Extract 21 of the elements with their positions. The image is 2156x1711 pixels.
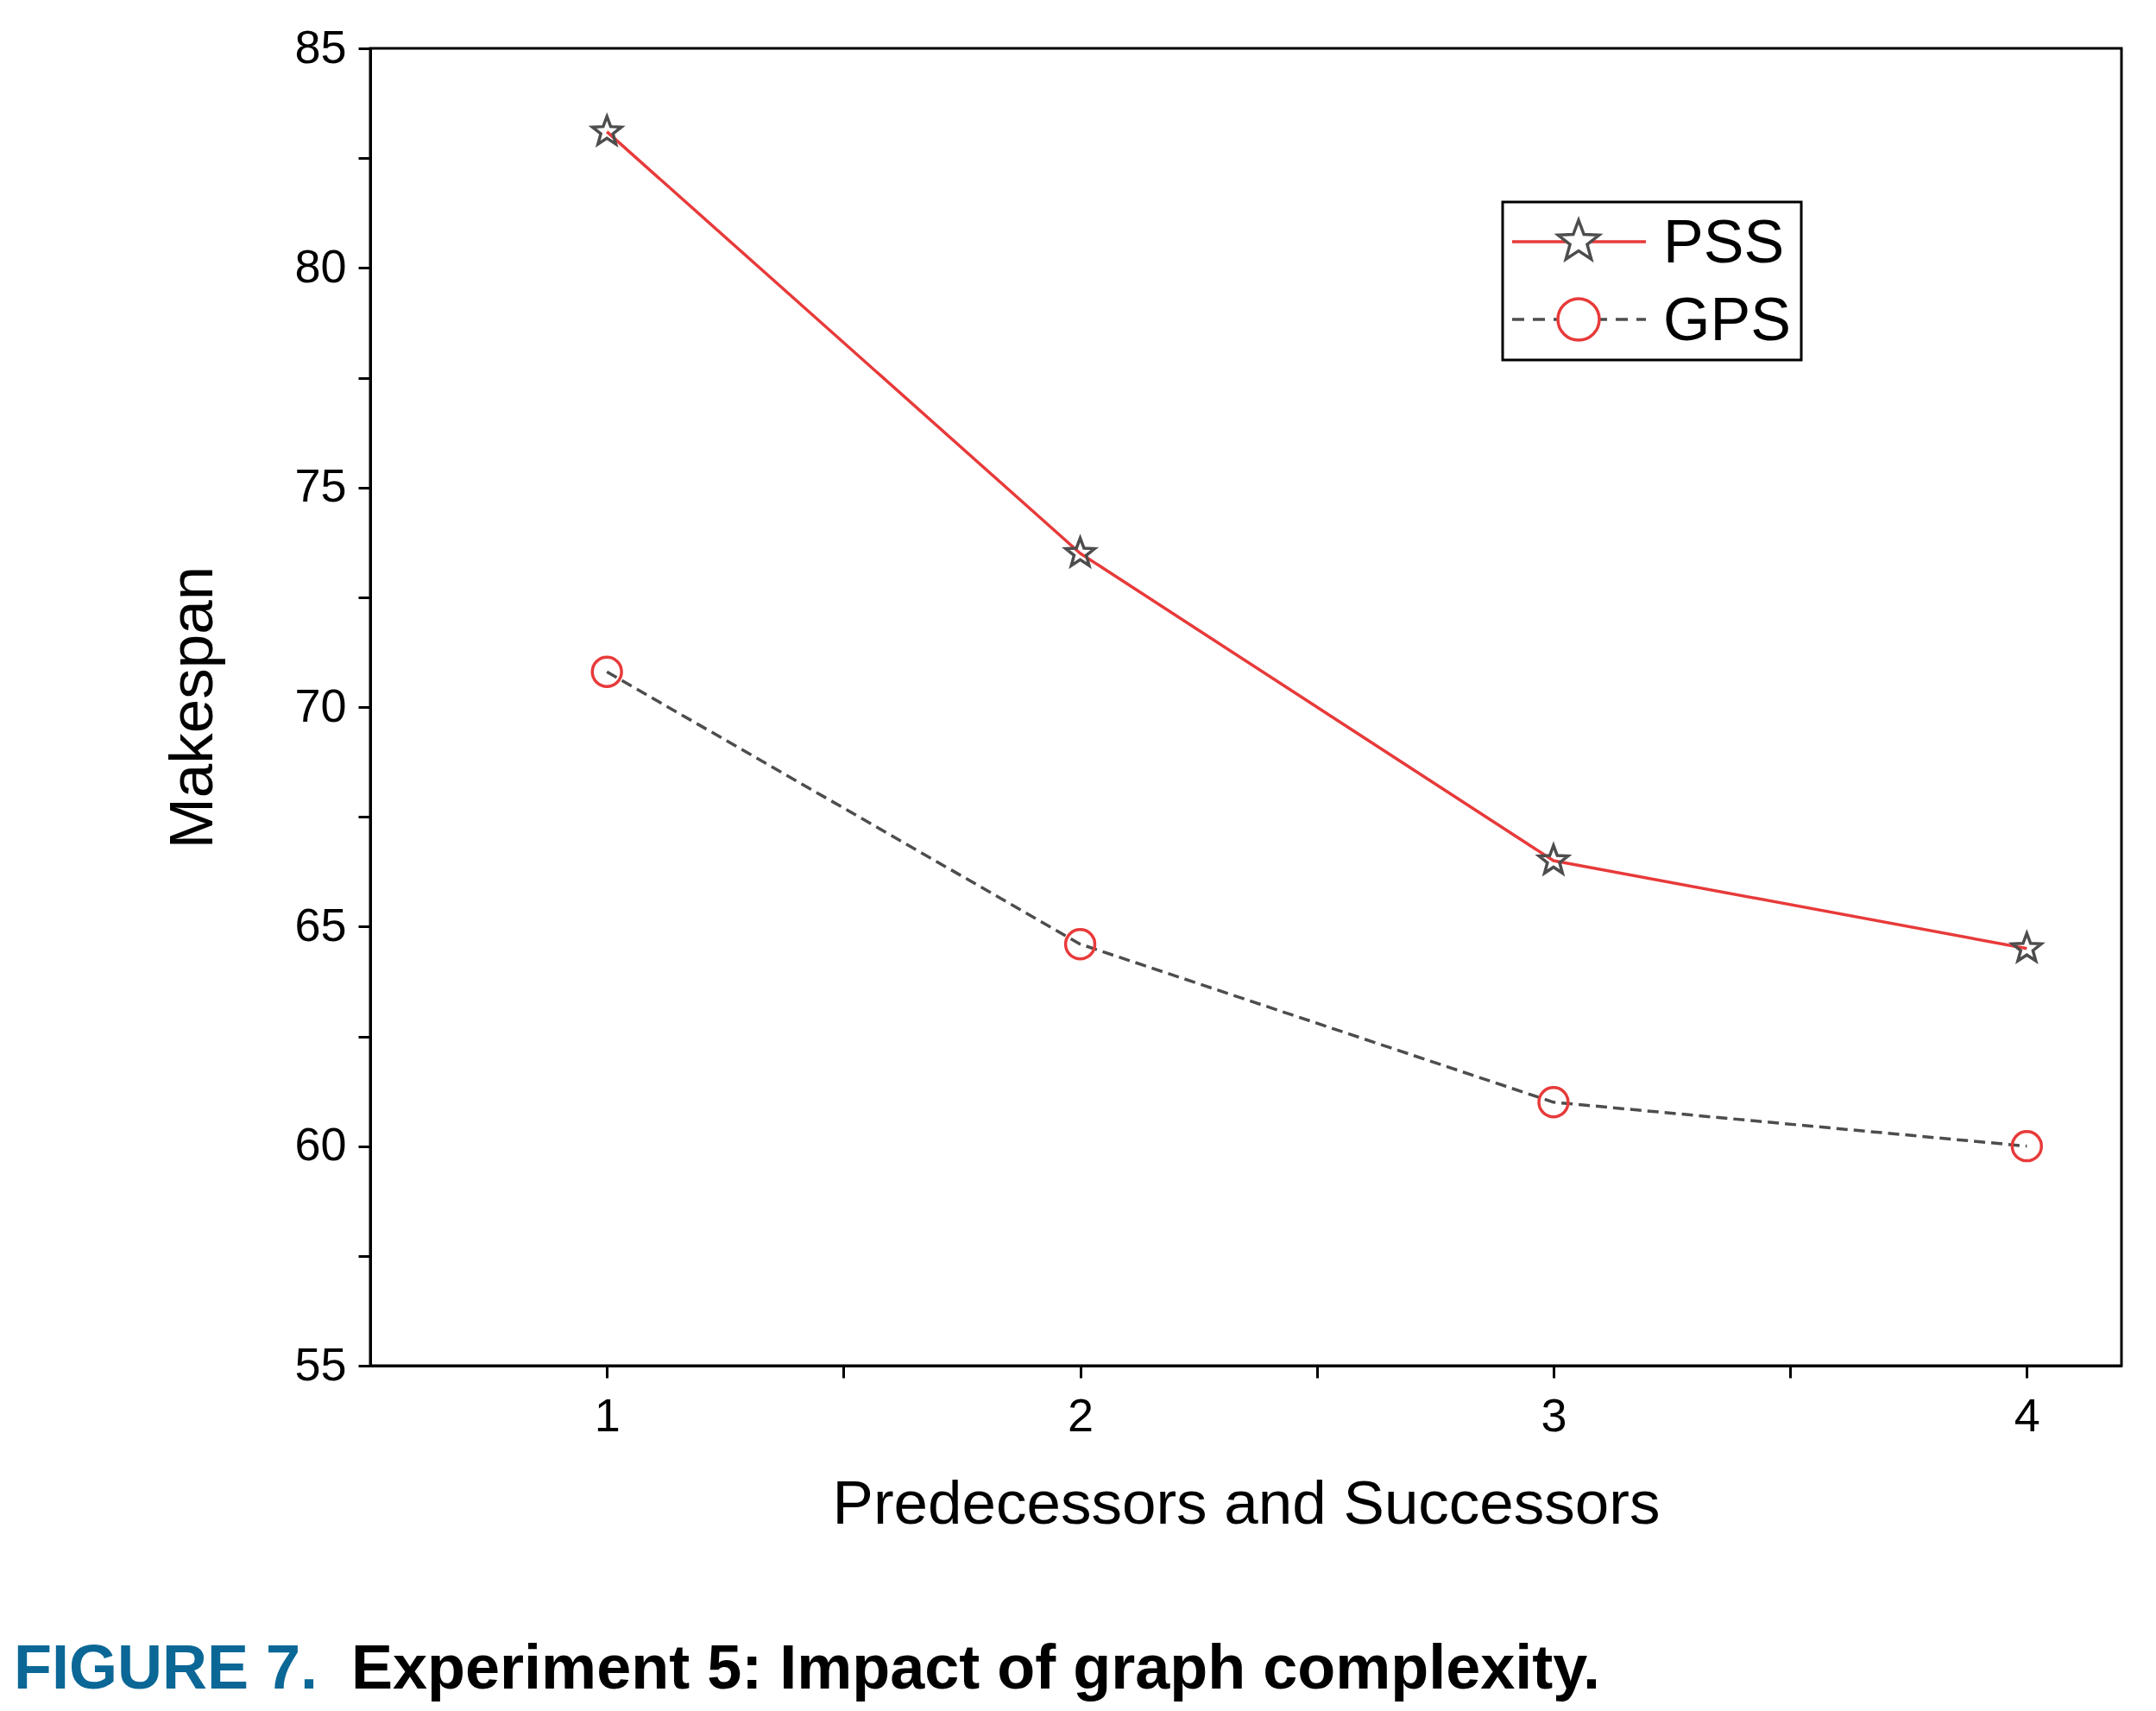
x-tick-label: 1 [594, 1388, 621, 1441]
point [1063, 928, 1097, 961]
y-axis-title: Makespan [157, 565, 226, 849]
y-tick-label: 85 [294, 20, 347, 73]
x-tick-label: 2 [1068, 1388, 1094, 1441]
text: Experiment 5: Impact of graph complexity. [351, 1632, 1600, 1702]
y-tick-label: 60 [294, 1118, 347, 1171]
y-tick-label: 65 [294, 898, 347, 950]
y-tick-label: 75 [294, 459, 347, 512]
caption: FIGURE 7. [14, 1632, 318, 1702]
y-tick-label: 55 [294, 1337, 347, 1390]
y-tick-label: 80 [294, 239, 347, 292]
x-tick-label: 4 [2014, 1388, 2040, 1441]
x-axis-title: Predecessors and Successors [832, 1468, 1661, 1537]
legend-label: PSS [1663, 208, 1785, 275]
point [590, 655, 623, 688]
point [2010, 1129, 2044, 1163]
legend-label: GPS [1663, 286, 1791, 353]
point [1537, 1086, 1570, 1119]
x-tick-label: 3 [1541, 1388, 1567, 1441]
y-tick-label: 70 [294, 679, 347, 731]
